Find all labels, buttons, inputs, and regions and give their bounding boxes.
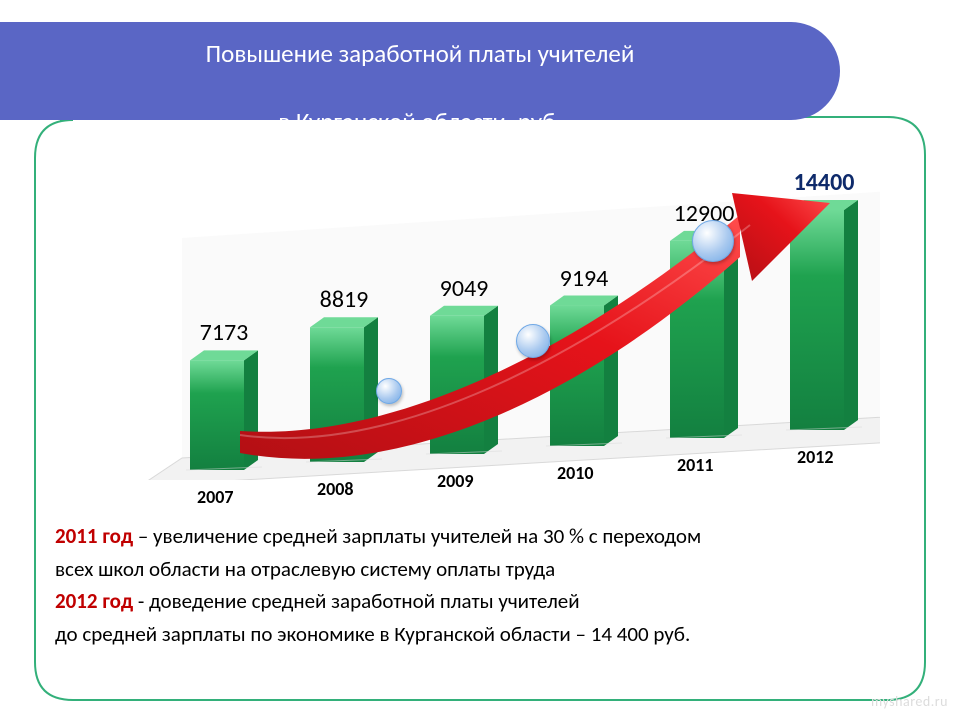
highlight-year-2011: 2011 год xyxy=(55,523,133,549)
body-line-4: до средней зарплаты по экономике в Курга… xyxy=(55,618,905,651)
growth-arrow xyxy=(120,130,880,480)
salary-chart: 7173200788192008904920099194201012900201… xyxy=(120,130,880,480)
highlight-year-2012: 2012 год xyxy=(55,588,133,614)
axis-category-label: 2007 xyxy=(197,486,234,508)
accent-bubble xyxy=(516,324,550,358)
body-text: 2011 год – увеличение средней зарплаты у… xyxy=(55,520,905,650)
body-line-1: 2011 год – увеличение средней зарплаты у… xyxy=(55,520,905,553)
accent-bubble xyxy=(692,220,734,262)
title-text: Повышение заработной платы учителей в Ку… xyxy=(206,4,635,139)
axis-category-label: 2008 xyxy=(317,478,354,500)
body-line-3: 2012 год - доведение средней заработной … xyxy=(55,585,905,618)
body-line-2: всех школ области на отраслевую систему … xyxy=(55,553,905,586)
watermark: myshared.ru xyxy=(871,693,948,710)
accent-bubble xyxy=(376,378,402,404)
title-banner: Повышение заработной платы учителей в Ку… xyxy=(0,22,840,120)
